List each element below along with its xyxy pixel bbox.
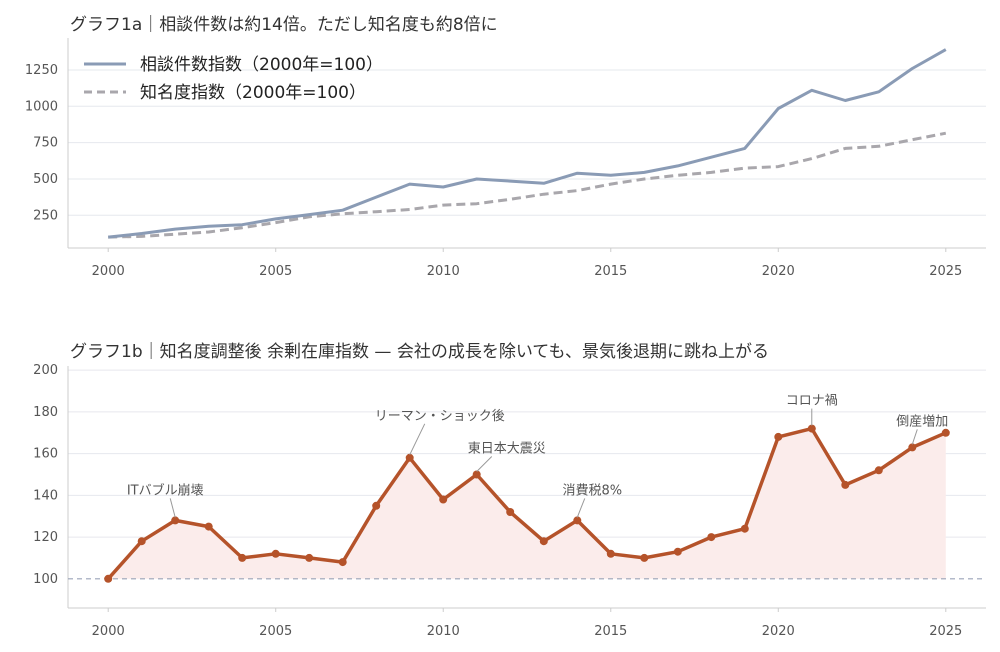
chart-1b-y-ticks: 100 120 140 160 180 200	[33, 363, 58, 587]
annotation-label: 消費税8%	[562, 483, 622, 498]
chart-1a-series	[108, 48, 947, 239]
legend-label-awareness: 知名度指数（2000年=100）	[140, 83, 366, 103]
chart-1b-series	[68, 424, 986, 583]
y-tick-label: 100	[33, 572, 58, 587]
x-tick-label: 2015	[594, 624, 627, 639]
data-point	[171, 516, 180, 525]
x-tick-label: 2010	[427, 264, 460, 279]
data-point	[774, 432, 783, 441]
legend-label-consultations: 相談件数指数（2000年=100）	[140, 55, 383, 75]
data-point	[908, 443, 917, 452]
data-point	[104, 574, 113, 583]
x-tick-label: 2020	[762, 264, 795, 279]
x-tick-label: 2015	[594, 264, 627, 279]
y-tick-label: 200	[33, 363, 58, 378]
data-point	[606, 549, 615, 558]
x-tick-label: 2005	[259, 264, 292, 279]
data-point	[238, 553, 247, 562]
chart-1b-title: グラフ1b｜知名度調整後 余剰在庫指数 — 会社の成長を除いても、景気後退期に跳…	[70, 342, 769, 362]
data-point	[137, 537, 146, 546]
x-tick-label: 2000	[92, 624, 125, 639]
data-point	[506, 508, 515, 516]
data-point	[673, 547, 682, 556]
data-point	[271, 549, 280, 558]
annotation-label: 倒産増加	[896, 413, 948, 429]
y-tick-label: 160	[33, 447, 58, 462]
x-tick-label: 2010	[427, 624, 460, 639]
series-line-surplus-index	[106, 426, 947, 580]
series-line-consultations	[108, 48, 947, 239]
chart-1a: グラフ1a｜相談件数は約14倍。ただし知名度も約8倍に 250 500 750 100…	[25, 15, 986, 279]
annotation-label: コロナ禍	[786, 393, 838, 409]
annotation-leader	[911, 429, 918, 445]
chart-1b: グラフ1b｜知名度調整後 余剰在庫指数 — 会社の成長を除いても、景気後退期に跳…	[33, 342, 986, 639]
data-point	[372, 501, 381, 510]
data-point	[841, 480, 850, 489]
annotation-leader	[169, 498, 176, 518]
data-point	[941, 428, 950, 437]
y-tick-label: 120	[33, 530, 58, 545]
y-tick-label: 1000	[25, 99, 58, 114]
y-tick-label: 500	[33, 172, 58, 187]
x-tick-label: 2020	[762, 624, 795, 639]
data-point	[807, 424, 816, 433]
series-line-awareness	[108, 131, 947, 239]
chart-1a-title: グラフ1a｜相談件数は約14倍。ただし知名度も約8倍に	[70, 15, 498, 35]
annotation-label: ITバブル崩壊	[127, 482, 204, 498]
chart-1a-x-ticks: 2000 2005 2010 2015 2020 2025	[92, 248, 962, 279]
y-tick-label: 140	[33, 488, 58, 503]
x-tick-label: 2025	[929, 624, 962, 639]
chart-1b-x-ticks: 2000 2005 2010 2015 2020 2025	[92, 608, 962, 639]
data-point	[405, 453, 414, 462]
annotation-leader	[409, 423, 426, 456]
x-tick-label: 2000	[92, 264, 125, 279]
y-tick-label: 180	[33, 405, 58, 420]
data-point	[640, 553, 649, 562]
data-point	[740, 524, 749, 533]
annotation-leader	[576, 498, 586, 518]
data-point	[573, 516, 582, 525]
annotation-label: リーマン・ショック後	[375, 409, 505, 424]
x-tick-label: 2005	[259, 624, 292, 639]
chart-1a-y-ticks: 250 500 750 1000 1250	[25, 63, 58, 223]
y-tick-label: 1250	[25, 63, 58, 78]
series-area-fill	[108, 428, 946, 579]
data-point	[439, 495, 448, 504]
data-point	[707, 533, 716, 542]
data-point	[874, 466, 883, 475]
chart-1a-gridlines	[68, 69, 986, 216]
chart-1a-legend: 相談件数指数（2000年=100） 知名度指数（2000年=100）	[84, 55, 383, 103]
data-point	[539, 537, 548, 546]
annotation-leader	[476, 456, 493, 472]
x-tick-label: 2025	[929, 264, 962, 279]
data-point	[472, 470, 481, 479]
y-tick-label: 250	[33, 208, 58, 223]
data-point	[338, 558, 347, 567]
y-tick-label: 750	[33, 136, 58, 151]
annotation-label: 東日本大震災	[468, 440, 546, 456]
data-point	[204, 522, 213, 531]
data-point	[305, 553, 314, 562]
